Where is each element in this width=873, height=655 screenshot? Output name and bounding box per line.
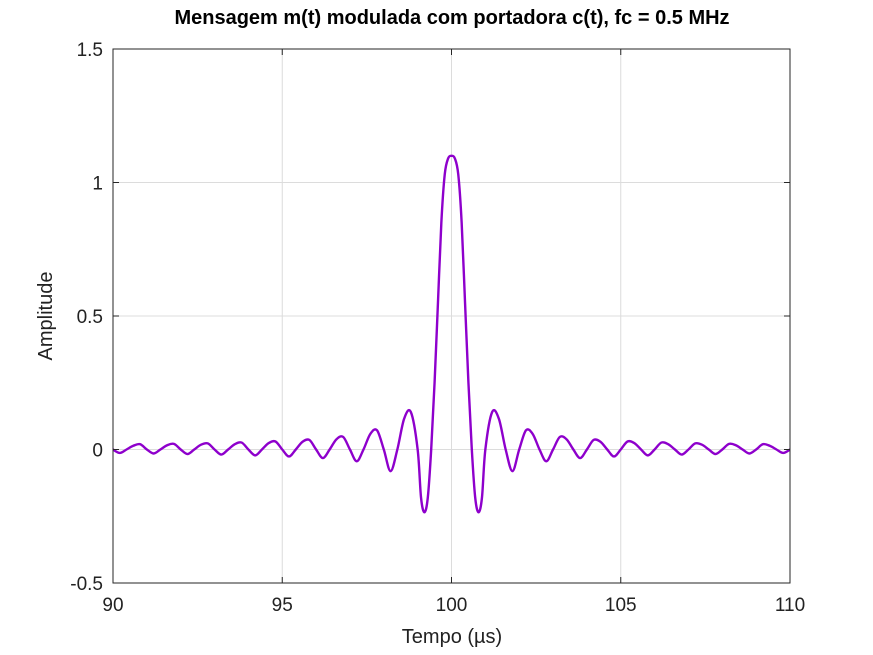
y-tick-label: 1.5: [77, 40, 103, 61]
y-tick-label: 0.5: [77, 307, 103, 328]
x-tick-label: 100: [436, 595, 468, 616]
y-tick-label: 0: [92, 441, 103, 462]
x-tick-label: 90: [102, 595, 123, 616]
chart-title: Mensagem m(t) modulada com portadora c(t…: [174, 7, 729, 29]
data-series: [112, 154, 791, 514]
x-axis-label: Tempo (µs): [402, 626, 502, 648]
y-tick-label: -0.5: [70, 574, 103, 595]
x-tick-label: 105: [605, 595, 637, 616]
ticks: 90 95 100 105 110 -0.5 0 0.5 1 1.5: [70, 40, 805, 616]
series-line: [112, 154, 791, 514]
x-tick-label: 110: [775, 595, 805, 616]
x-tick-label: 95: [272, 595, 293, 616]
y-axis-label: Amplitude: [35, 272, 57, 361]
y-tick-label: 1: [92, 174, 103, 195]
